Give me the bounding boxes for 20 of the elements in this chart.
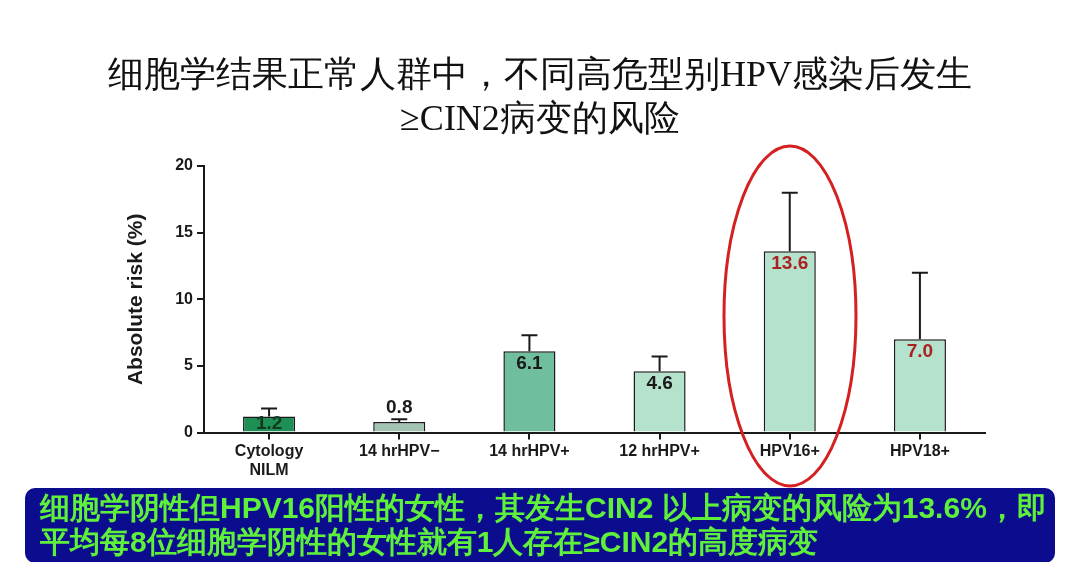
x-tick-label: 14 hrHPV− [359,441,440,459]
y-axis-title: Absolute risk (%) [123,213,147,386]
data-label: 7.0 [906,340,934,362]
data-label: 0.8 [386,396,413,417]
chart-title: 细胞学结果正常人群中，不同高危型别HPV感染后发生≥CIN2病变的风险 [107,53,973,140]
data-label: 6.1 [516,352,544,374]
y-tick-label: 15 [175,223,194,241]
x-tick-label: Cytology NILM [234,441,304,478]
y-tick-label: 5 [184,356,194,374]
x-tick-label: 12 hrHPV+ [619,441,700,459]
x-tick-label: HPV18+ [889,441,950,459]
y-tick-label: 0 [184,423,194,441]
data-label: 13.6 [771,252,809,274]
y-tick-label: 20 [175,156,194,174]
data-label: 1.2 [255,412,283,434]
x-tick-label: HPV16+ [759,441,820,459]
text: 细胞学阴性但HPV16阳性的女性，其发生CIN2 以上病变的风险为13.6%，即平均每8位细胞学阴性的女性就有1人存在≥CIN2的高度病变 [25,488,1055,562]
x-tick-label: 14 hrHPV+ [489,441,570,459]
y-tick-label: 10 [175,289,194,307]
data-label: 4.6 [646,372,673,394]
